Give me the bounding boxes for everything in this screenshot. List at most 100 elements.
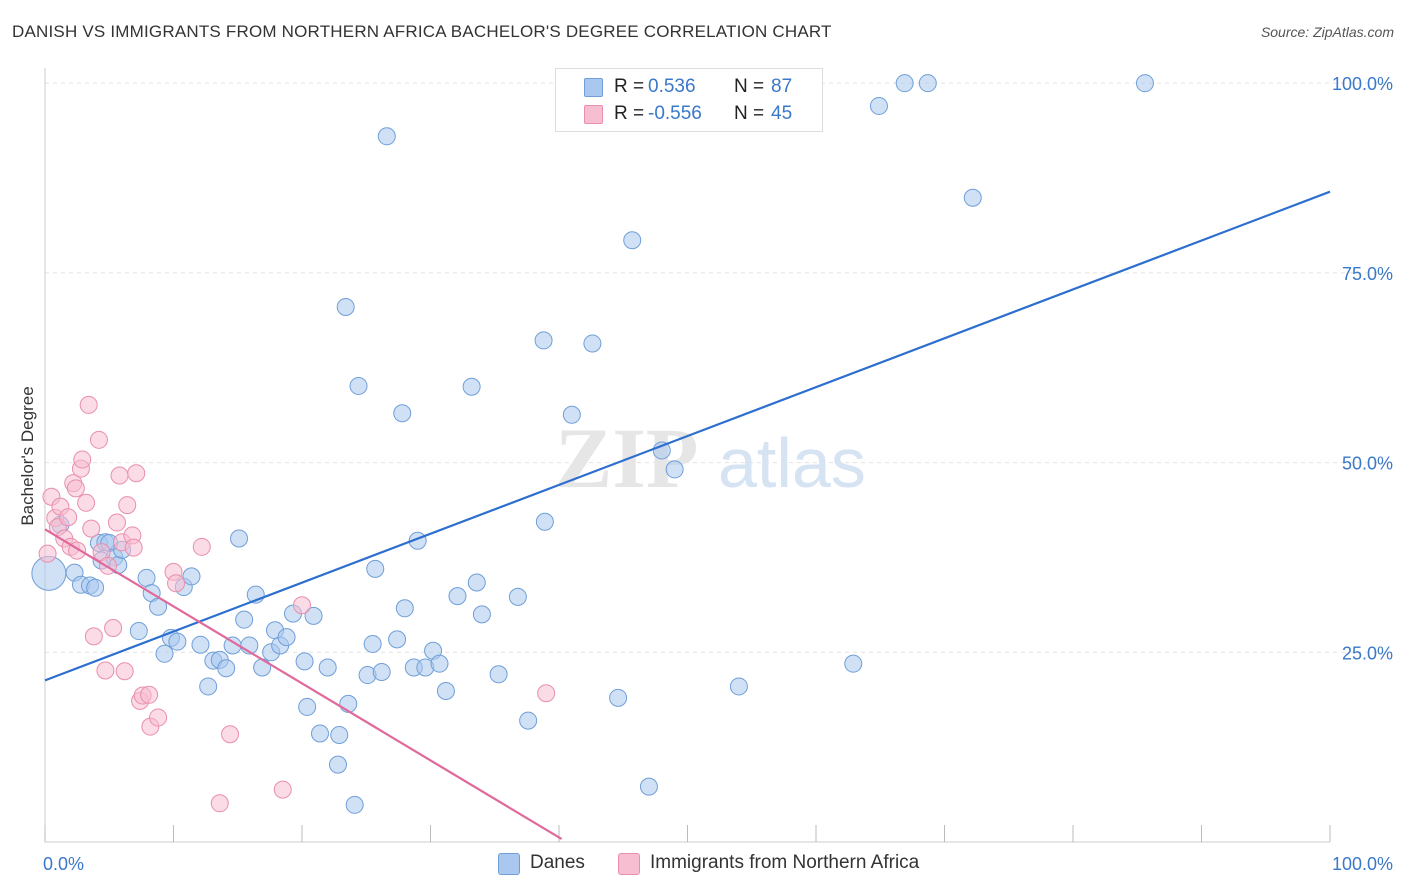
point-danes [519,711,538,730]
point-danes [1135,74,1154,93]
point-immigrants [38,544,57,563]
point-danes [467,573,486,592]
legend-row-danes: R = 0.536 N = 87 [556,74,822,100]
point-immigrants [115,662,134,681]
point-immigrants [127,464,146,483]
point-immigrants [192,537,211,556]
y-tick-label: 50.0% [1342,454,1393,474]
trend-line-danes [44,190,1331,682]
point-immigrants [79,395,98,414]
point-danes [895,74,914,93]
point-immigrants [293,596,311,615]
legend-swatch-immigrants [584,105,603,124]
point-danes [129,622,148,641]
point-immigrants [89,430,108,449]
legend-r-label: R = [614,103,645,124]
point-danes [535,512,554,531]
point-danes [298,697,317,716]
point-danes [217,659,236,678]
point-danes [844,654,863,673]
point-immigrants [59,508,78,527]
source-credit: Source: ZipAtlas.com [1260,24,1394,40]
point-immigrants [149,708,168,727]
legend-r-value: -0.556 [648,103,702,124]
point-immigrants [82,519,101,538]
point-danes [86,578,105,597]
point-danes [328,755,347,774]
point-danes [462,377,481,396]
legend-swatch-danes [498,853,520,875]
point-danes [235,610,254,629]
point-danes [472,605,491,624]
point-danes [230,529,249,548]
point-immigrants [104,619,123,638]
point-danes [609,688,628,707]
legend-label-danes: Danes [530,852,585,873]
legend-n-label: N = [734,103,765,124]
point-danes [366,559,385,578]
point-danes [372,663,391,682]
point-immigrants [140,685,159,704]
point-danes [168,632,187,651]
point-danes [508,587,527,606]
data-points [31,74,1154,814]
point-immigrants [118,496,137,515]
point-danes [639,777,658,796]
point-danes [393,404,412,423]
point-immigrants [73,450,92,469]
legend-n-value: 45 [771,103,793,124]
point-danes [623,231,642,250]
y-tick-label: 25.0% [1342,643,1393,663]
point-danes [430,654,449,673]
point-immigrants [167,574,186,593]
point-immigrants [221,725,240,744]
series-legend: Danes Immigrants from Northern Africa [0,850,1406,878]
correlation-legend: R = 0.536 N = 87 R = -0.556 N = 45 [555,68,823,132]
y-axis-label: Bachelor's Degree [18,386,37,525]
point-immigrants [110,466,129,485]
point-immigrants [273,780,292,799]
point-danes [869,96,888,115]
point-danes [336,298,355,317]
point-danes [395,599,414,618]
point-danes [349,376,368,395]
point-danes [155,644,174,663]
point-danes [665,460,684,479]
point-danes [277,628,296,647]
point-danes [318,658,337,677]
point-danes [436,681,455,700]
point-danes [304,606,323,625]
point-danes [182,567,201,586]
y-tick-label: 100.0% [1332,74,1393,94]
point-immigrants [210,794,229,813]
point-danes [363,634,382,653]
axes [44,68,1331,843]
legend-swatch-immigrants [618,853,640,875]
point-danes [345,795,364,814]
point-danes [583,334,602,353]
point-immigrants [107,513,126,532]
legend-r-value: 0.536 [648,76,696,97]
x-tick-label: 100.0% [1332,854,1393,874]
point-danes [729,677,748,696]
legend-n-value: 87 [771,76,793,97]
legend-row-immigrants: R = -0.556 N = 45 [556,101,822,127]
point-danes [191,635,210,654]
legend-swatch-danes [584,78,603,97]
point-danes [652,441,671,460]
point-danes [489,665,508,684]
point-immigrants [84,627,103,646]
point-danes [199,677,218,696]
point-danes [330,726,349,745]
point-immigrants [66,479,85,498]
watermark-atlas: atlas [718,424,866,502]
legend-r-label: R = [614,76,645,97]
tick-labels: 25.0% 50.0% 75.0% 100.0% 0.0% 100.0% [43,74,1393,874]
point-danes [377,127,396,146]
point-danes [388,630,407,649]
point-danes [137,568,156,587]
trend-line-immigrants [44,528,563,840]
point-danes [448,587,467,606]
legend-label-immigrants: Immigrants from Northern Africa [650,852,920,873]
